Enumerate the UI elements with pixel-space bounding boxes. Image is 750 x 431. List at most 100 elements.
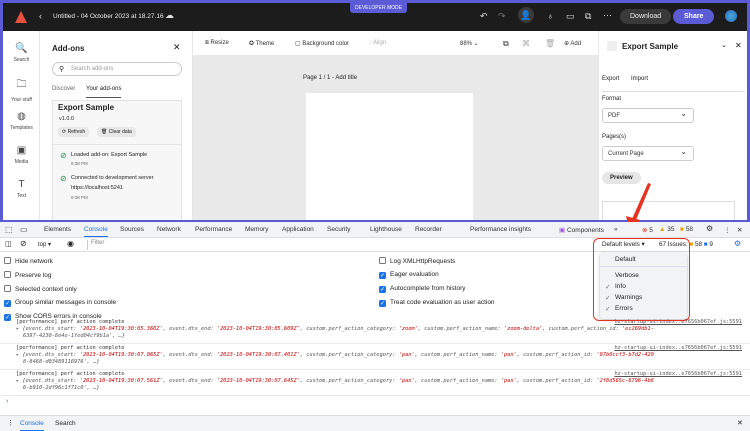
menu-item-warnings[interactable]: Warnings — [615, 294, 643, 301]
refresh-button[interactable]: ⟳ Refresh — [58, 127, 90, 137]
invite-icon[interactable]: 👤 — [518, 7, 534, 23]
checkbox-icon[interactable] — [379, 257, 386, 264]
setting-checkbox[interactable]: Log XMLHttpRequests — [379, 257, 455, 265]
drawer-tab-search[interactable]: Search — [55, 420, 76, 427]
menu-item-verbose[interactable]: Verbose — [615, 272, 639, 279]
rail-item-your-stuff[interactable]: 🗀 Your stuff — [3, 77, 40, 103]
collapse-icon[interactable]: ⌄ — [721, 42, 727, 49]
console-log-entry[interactable]: [performance] perf action complete hz-st… — [0, 344, 750, 370]
resize-button[interactable]: ⧈ Resize — [205, 40, 229, 46]
kebab-menu-icon[interactable]: ⋮ — [724, 227, 731, 234]
pages-icon[interactable]: ⧉ — [503, 39, 509, 48]
device-toggle-icon[interactable]: ▭ — [20, 225, 28, 234]
avatar[interactable] — [725, 10, 737, 22]
tab-sources[interactable]: Sources — [120, 226, 144, 233]
checkbox-icon[interactable]: ✓ — [379, 286, 386, 293]
setting-checkbox[interactable]: ✓ Eager evaluation — [379, 271, 439, 279]
tab-elements[interactable]: Elements — [44, 226, 72, 233]
checkbox-icon[interactable]: ✓ — [379, 300, 386, 307]
setting-checkbox[interactable]: ✓ Autocomplete from history — [379, 285, 466, 293]
add-button[interactable]: ⊕ Add — [564, 41, 582, 47]
rail-item-media[interactable]: ▣ Media — [3, 145, 40, 165]
close-devtools-icon[interactable]: ✕ — [737, 227, 743, 234]
comment-icon[interactable]: ▭ — [566, 11, 575, 21]
setting-checkbox[interactable]: Selected context only — [4, 285, 77, 293]
format-select[interactable]: PDF — [602, 108, 694, 123]
zoom-select[interactable]: 88% ⌄ — [460, 41, 479, 47]
checkbox-icon[interactable] — [4, 271, 11, 278]
more-icon[interactable]: ⋯ — [603, 10, 612, 20]
error-count[interactable]: ⊗ 5 — [642, 227, 653, 234]
rail-item-search[interactable]: 🔍 Search — [3, 43, 40, 63]
console-log-entry[interactable]: [performance] perf action complete hz-st… — [0, 370, 750, 396]
setting-checkbox[interactable]: Preserve log — [4, 271, 52, 279]
lightbulb-icon[interactable]: ♁ — [547, 11, 554, 21]
group-icon[interactable]: ⌘ — [522, 39, 530, 48]
log-source-link[interactable]: hz-startup-ui-index..e7656b067ef.js:5591 — [614, 319, 742, 325]
setting-checkbox[interactable]: ✓ Group similar messages in console — [4, 299, 116, 307]
live-expression-icon[interactable]: ◉ — [67, 239, 74, 248]
rail-item-text[interactable]: T Text — [3, 179, 40, 199]
tab-performance-insights[interactable]: Performance insights — [470, 226, 532, 233]
preview-button[interactable]: Preview — [602, 172, 641, 184]
tab-import[interactable]: Import — [631, 76, 649, 82]
back-icon[interactable]: ‹ — [39, 11, 42, 21]
console-log-entry[interactable]: [performance] perf action complete hz-st… — [0, 318, 750, 344]
close-icon[interactable]: ✕ — [173, 42, 181, 52]
tab-security[interactable]: Security — [327, 226, 351, 233]
download-button[interactable]: Download — [620, 9, 672, 24]
tab-discover[interactable]: Discover — [52, 86, 76, 92]
sidebar-toggle-icon[interactable]: ◫ — [5, 241, 12, 248]
tab-memory[interactable]: Memory — [245, 226, 269, 233]
clear-console-icon[interactable]: ⊘ — [20, 239, 27, 248]
share-link-icon[interactable]: ⧉ — [585, 11, 592, 21]
menu-item-info[interactable]: Info — [615, 283, 626, 290]
align-button[interactable]: ⫶ Align — [370, 40, 387, 46]
context-select[interactable]: top ▾ — [38, 242, 52, 248]
background-color-button[interactable]: ▢ Background color — [295, 41, 350, 47]
clear-data-button[interactable]: 🗑 Clear data — [97, 127, 136, 137]
checkbox-icon[interactable]: ✓ — [4, 300, 11, 307]
info-count[interactable]: ■ 58 — [680, 226, 693, 233]
app-logo[interactable] — [15, 11, 27, 23]
rail-item-templates[interactable]: ◍ Templates — [3, 111, 40, 131]
tab-your-addons[interactable]: Your add-ons — [86, 86, 122, 98]
drawer-tab-console[interactable]: Console — [20, 420, 44, 431]
tab-console[interactable]: Console — [84, 226, 108, 237]
undo-icon[interactable]: ↶ — [480, 11, 488, 21]
tab-network[interactable]: Network — [157, 226, 181, 233]
issues-button[interactable]: 67 Issues: ■ 58 ■ 9 — [659, 241, 713, 248]
menu-item-errors[interactable]: Errors — [615, 305, 633, 312]
checkbox-icon[interactable] — [4, 285, 11, 292]
document-title[interactable]: Untitled - 04 October 2023 at 18.27.16 — [53, 13, 164, 20]
more-tabs-icon[interactable]: » — [614, 226, 618, 233]
menu-item-default[interactable]: Default — [615, 256, 636, 263]
share-button[interactable]: Share — [673, 9, 715, 24]
log-source-link[interactable]: hz-startup-ui-index..e7656b067ef.js:5591 — [614, 371, 742, 377]
log-object[interactable]: ▸ {event.dts_start: '2023-10-04T19:30:05… — [16, 326, 654, 332]
tab-export[interactable]: Export — [602, 76, 620, 82]
tab-lighthouse[interactable]: Lighthouse — [370, 226, 402, 233]
pages-select[interactable]: Current Page — [602, 146, 694, 161]
checkbox-icon[interactable] — [4, 257, 11, 264]
canvas-area[interactable]: Page 1 / 1 - Add title — [193, 55, 598, 220]
log-levels-select[interactable]: Default levels ▾ — [602, 241, 645, 248]
filter-input[interactable]: Filter — [87, 240, 587, 250]
inspect-icon[interactable]: ⬚ — [5, 225, 13, 234]
drawer-menu-icon[interactable]: ⋮ — [7, 420, 14, 427]
console-settings-icon[interactable]: ⚙ — [734, 239, 742, 248]
warning-count[interactable]: ▲ 35 — [659, 226, 675, 233]
page[interactable] — [306, 93, 473, 220]
checkbox-icon[interactable]: ✓ — [4, 314, 11, 321]
tab-recorder[interactable]: Recorder — [415, 226, 442, 233]
setting-checkbox[interactable]: ✓ Show CORS errors in console — [4, 313, 102, 321]
setting-checkbox[interactable]: Hide network — [4, 257, 53, 265]
delete-icon[interactable]: 🗑 — [545, 39, 556, 48]
tab-application[interactable]: Application — [282, 226, 314, 233]
close-panel-icon[interactable]: ✕ — [735, 41, 742, 50]
redo-icon[interactable]: ↷ — [498, 11, 506, 21]
log-object[interactable]: ▸ {event.dts_start: '2023-10-04T19:30:07… — [16, 352, 654, 358]
search-addons-input[interactable]: ⚲ Search add-ons — [52, 62, 182, 76]
log-source-link[interactable]: hz-startup-ui-index..e7656b067ef.js:5591 — [614, 345, 742, 351]
page-label[interactable]: Page 1 / 1 - Add title — [303, 75, 358, 81]
